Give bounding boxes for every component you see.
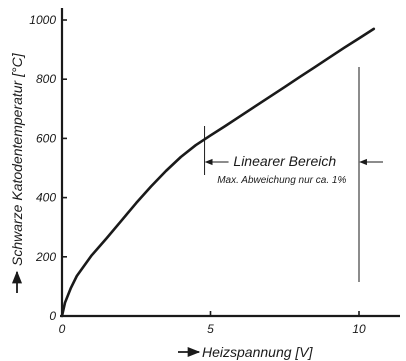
- x-axis-title: Heizspannung [V]: [178, 344, 314, 360]
- y-axis-title: Schwarze Katodentemperatur [°C]: [9, 52, 25, 293]
- y-tick-label: 200: [35, 250, 56, 264]
- y-ticks: 0 200 400 600 800 1000: [29, 13, 67, 323]
- y-tick-label: 600: [36, 131, 56, 145]
- y-tick-label: 0: [49, 309, 56, 323]
- x-tick-label: 0: [59, 322, 66, 336]
- x-tick-label: 10: [352, 322, 366, 336]
- annotation-subtext: Max. Abweichung nur ca. 1%: [217, 175, 346, 186]
- x-ticks: 0 5 10: [59, 311, 366, 336]
- axes: 0 5 10 0 200 400 600 800 1000: [29, 8, 400, 336]
- y-tick-label: 400: [36, 191, 56, 205]
- y-tick-label: 1000: [29, 13, 56, 27]
- x-tick-label: 5: [207, 322, 214, 336]
- annotation-title: Linearer Bereich: [233, 153, 336, 169]
- y-axis-label: Schwarze Katodentemperatur [°C]: [9, 52, 25, 266]
- annotation-linear-range: Linearer Bereich Max. Abweichung nur ca.…: [204, 67, 383, 282]
- series-line: [60, 27, 376, 318]
- y-tick-label: 800: [36, 72, 56, 86]
- x-axis-label: Heizspannung [V]: [202, 344, 314, 360]
